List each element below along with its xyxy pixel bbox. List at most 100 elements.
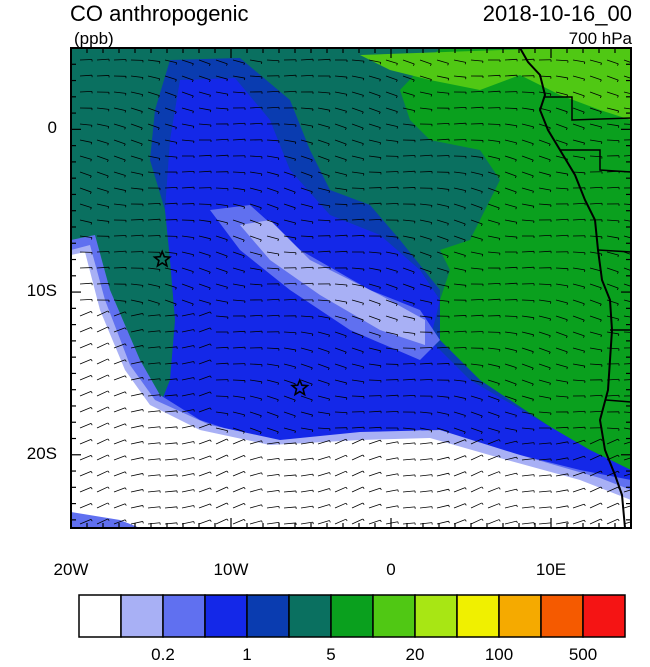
wind-barb: [572, 171, 586, 174]
wind-barb-flag: [90, 391, 93, 394]
wind-barb: [521, 203, 534, 207]
wind-barb: [79, 171, 92, 177]
wind-barb: [317, 395, 330, 400]
wind-barb: [96, 310, 109, 317]
wind-barb: [334, 470, 347, 477]
wind-barb: [351, 363, 364, 368]
wind-barb: [79, 311, 92, 317]
wind-barb: [232, 411, 245, 416]
wind-barb-flag: [447, 431, 449, 434]
wind-barb: [130, 283, 143, 286]
wind-barb: [487, 298, 500, 301]
wind-barb-flag: [141, 94, 144, 97]
wind-barb-flag: [566, 173, 569, 177]
wind-barb: [538, 139, 551, 145]
colorbar-box: [288, 594, 332, 638]
wind-barb-flag: [277, 399, 279, 402]
wind-barb: [436, 123, 450, 125]
wind-barb: [79, 519, 92, 525]
wind-barb: [181, 267, 194, 273]
wind-barb: [351, 454, 364, 461]
wind-barb: [589, 186, 603, 189]
wind-barb-flag: [567, 441, 569, 444]
wind-barb-flag: [549, 110, 551, 114]
wind-barb: [385, 59, 398, 64]
wind-barb-flag: [498, 519, 501, 522]
wind-barb: [164, 410, 177, 413]
wind-barb: [504, 139, 517, 144]
wind-barb: [504, 379, 517, 385]
wind-barb: [266, 363, 279, 367]
wind-barb: [521, 347, 534, 353]
wind-barb-flag: [193, 473, 195, 476]
wind-barb: [589, 347, 602, 351]
wind-barb: [198, 343, 211, 349]
wind-barb-flag: [311, 206, 313, 210]
wind-barb: [232, 122, 246, 125]
colorbar-box: [120, 594, 164, 638]
wind-barb: [130, 457, 143, 461]
wind-barb: [215, 138, 229, 141]
wind-barb-flag: [107, 438, 110, 441]
wind-barb: [164, 299, 177, 305]
wind-barb-flag: [243, 519, 246, 522]
wind-barb: [572, 123, 585, 129]
wind-barb-flag: [174, 95, 177, 99]
wind-barb-flag: [380, 439, 382, 443]
wind-barb: [538, 379, 551, 384]
wind-barb-flag: [124, 471, 127, 474]
wind-barb-flag: [261, 440, 263, 443]
wind-barb: [300, 155, 313, 161]
wind-barb-flag: [261, 504, 263, 507]
wind-barb: [623, 521, 631, 525]
wind-barb: [79, 235, 92, 238]
wind-barb-flag: [362, 319, 364, 322]
wind-barb: [368, 155, 381, 158]
colorbar-box: [246, 594, 290, 638]
wind-barb: [232, 91, 245, 94]
wind-barb: [181, 457, 194, 461]
wind-barb-flag: [480, 207, 483, 211]
wind-barb: [572, 139, 585, 144]
wind-barb-flag: [412, 63, 415, 67]
wind-barb: [385, 123, 398, 128]
wind-barb: [487, 219, 500, 224]
wind-barb: [181, 377, 194, 381]
wind-barb-flag: [379, 142, 382, 145]
wind-barb-flag: [600, 319, 602, 322]
wind-barb-flag: [345, 111, 347, 114]
wind-barb: [538, 171, 551, 176]
wind-barb: [385, 441, 398, 445]
wind-barb: [470, 59, 483, 62]
wind-barb: [368, 331, 381, 337]
wind-barb: [521, 379, 534, 385]
wind-barb-flag: [345, 454, 348, 458]
wind-barb-flag: [345, 502, 348, 506]
wind-barb: [589, 107, 602, 113]
wind-barb-flag: [583, 142, 585, 146]
wind-barb-flag: [345, 94, 348, 97]
wind-barb: [521, 107, 534, 111]
wind-barb: [249, 283, 262, 286]
wind-barb-flag: [634, 80, 635, 82]
wind-barb: [130, 505, 143, 509]
wind-barb-flag: [599, 95, 602, 99]
wind-barb: [130, 139, 143, 145]
wind-barb-flag: [124, 175, 126, 178]
wind-barb: [589, 518, 602, 525]
wind-barb: [436, 267, 449, 272]
wind-barb: [181, 441, 194, 445]
wind-barb: [283, 474, 296, 477]
wind-barb-flag: [329, 456, 331, 459]
wind-barb-flag: [209, 95, 211, 98]
wind-barb-flag: [380, 487, 382, 491]
wind-barb: [538, 315, 551, 320]
wind-barb: [453, 106, 467, 109]
wind-barb-flag: [259, 431, 262, 435]
wind-barb-flag: [617, 318, 619, 322]
wind-barb: [504, 472, 517, 477]
wind-barb: [351, 331, 364, 337]
wind-barb: [470, 314, 483, 317]
wind-barb: [385, 91, 398, 97]
wind-barb-flag: [277, 191, 279, 194]
